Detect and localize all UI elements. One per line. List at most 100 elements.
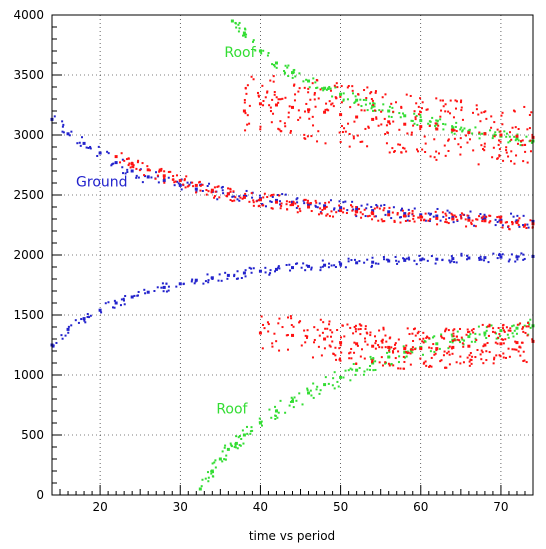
scatter-dot — [370, 205, 373, 208]
data-point — [371, 260, 375, 264]
scatter-dot — [202, 282, 205, 285]
scatter-dot — [275, 340, 278, 343]
scatter-dot — [165, 282, 168, 285]
scatter-dot — [354, 95, 357, 98]
scatter-dot — [278, 194, 281, 197]
scatter-dot — [400, 151, 403, 154]
data-point — [339, 92, 343, 96]
scatter-dot — [407, 351, 410, 354]
scatter-dot — [313, 93, 316, 96]
scatter-dot — [70, 324, 73, 327]
scatter-dot — [360, 348, 363, 351]
scatter-dot — [462, 345, 465, 348]
scatter-dot — [340, 101, 343, 104]
y-tick-label: 1500 — [13, 308, 44, 322]
scatter-dot — [276, 416, 279, 419]
x-axis-title: time vs period — [249, 529, 335, 543]
scatter-dot — [459, 128, 462, 131]
scatter-dot — [331, 331, 334, 334]
scatter-dot — [344, 266, 347, 269]
scatter-dot — [328, 320, 331, 323]
scatter-dot — [459, 153, 462, 156]
scatter-dot — [293, 68, 296, 71]
scatter-dot — [271, 345, 274, 348]
data-point — [387, 120, 391, 124]
scatter-dot — [190, 280, 193, 283]
scatter-dot — [311, 356, 314, 359]
scatter-dot — [366, 203, 369, 206]
scatter-dot — [183, 179, 186, 182]
scatter-dot — [492, 135, 495, 138]
scatter-dot — [279, 120, 282, 123]
data-point — [435, 347, 439, 351]
scatter-dot — [343, 127, 346, 130]
scatter-dot — [289, 269, 292, 272]
scatter-dot — [370, 361, 373, 364]
scatter-dot — [452, 221, 455, 224]
scatter-dot — [368, 364, 371, 367]
scatter-dot — [474, 356, 477, 359]
scatter-dot — [412, 328, 415, 331]
scatter-dot — [505, 146, 508, 149]
scatter-dot — [381, 364, 384, 367]
scatter-dot — [327, 109, 330, 112]
scatter-dot — [304, 269, 307, 272]
scatter-dot — [340, 209, 343, 212]
data-point — [435, 214, 439, 218]
scatter-dot — [396, 213, 399, 216]
data-point — [371, 344, 375, 348]
scatter-dot — [180, 188, 183, 191]
scatter-dot — [426, 335, 429, 338]
scatter-dot — [320, 212, 323, 215]
scatter-dot — [218, 196, 221, 199]
annotation-label: Ground — [76, 175, 128, 191]
scatter-dot — [455, 130, 458, 133]
scatter-dot — [319, 269, 322, 272]
scatter-dot — [502, 352, 505, 355]
data-point — [403, 114, 407, 118]
scatter-dot — [121, 166, 124, 169]
scatter-dot — [260, 315, 263, 318]
scatter-dot — [452, 116, 455, 119]
scatter-dot — [485, 326, 488, 329]
scatter-dot — [482, 362, 485, 365]
scatter-dot — [342, 207, 345, 210]
scatter-dot — [387, 362, 390, 365]
scatter-dot — [501, 226, 504, 229]
scatter-dot — [221, 185, 224, 188]
scatter-dot — [503, 130, 506, 133]
scatter-dot — [359, 140, 362, 143]
scatter-dot — [388, 364, 391, 367]
scatter-dot — [144, 175, 147, 178]
scatter-dot — [393, 220, 396, 223]
scatter-dot — [226, 277, 229, 280]
scatter-dot — [305, 102, 308, 105]
scatter-dot — [336, 329, 339, 332]
scatter-dot — [313, 338, 316, 341]
data-point — [419, 119, 423, 123]
data-point — [467, 335, 471, 339]
scatter-dot — [295, 198, 298, 201]
y-tick-label: 4000 — [13, 8, 44, 22]
scatter-dot — [384, 361, 387, 364]
scatter-dot — [303, 202, 306, 205]
data-point — [146, 168, 150, 172]
scatter-dot — [412, 217, 415, 220]
data-point — [339, 262, 343, 266]
scatter-dot — [455, 361, 458, 364]
scatter-dot — [517, 350, 520, 353]
scatter-dot — [271, 195, 274, 198]
scatter-dot — [207, 279, 210, 282]
scatter-dot — [367, 126, 370, 129]
scatter-dot — [337, 209, 340, 212]
scatter-dot — [292, 84, 295, 87]
scatter-dot — [369, 334, 372, 337]
data-point — [355, 210, 359, 214]
scatter-dot — [229, 190, 232, 193]
scatter-dot — [123, 159, 126, 162]
scatter-dot — [126, 171, 129, 174]
scatter-dot — [67, 325, 70, 328]
scatter-dot — [479, 255, 482, 258]
scatter-dot — [305, 78, 308, 81]
scatter-dot — [275, 96, 278, 99]
